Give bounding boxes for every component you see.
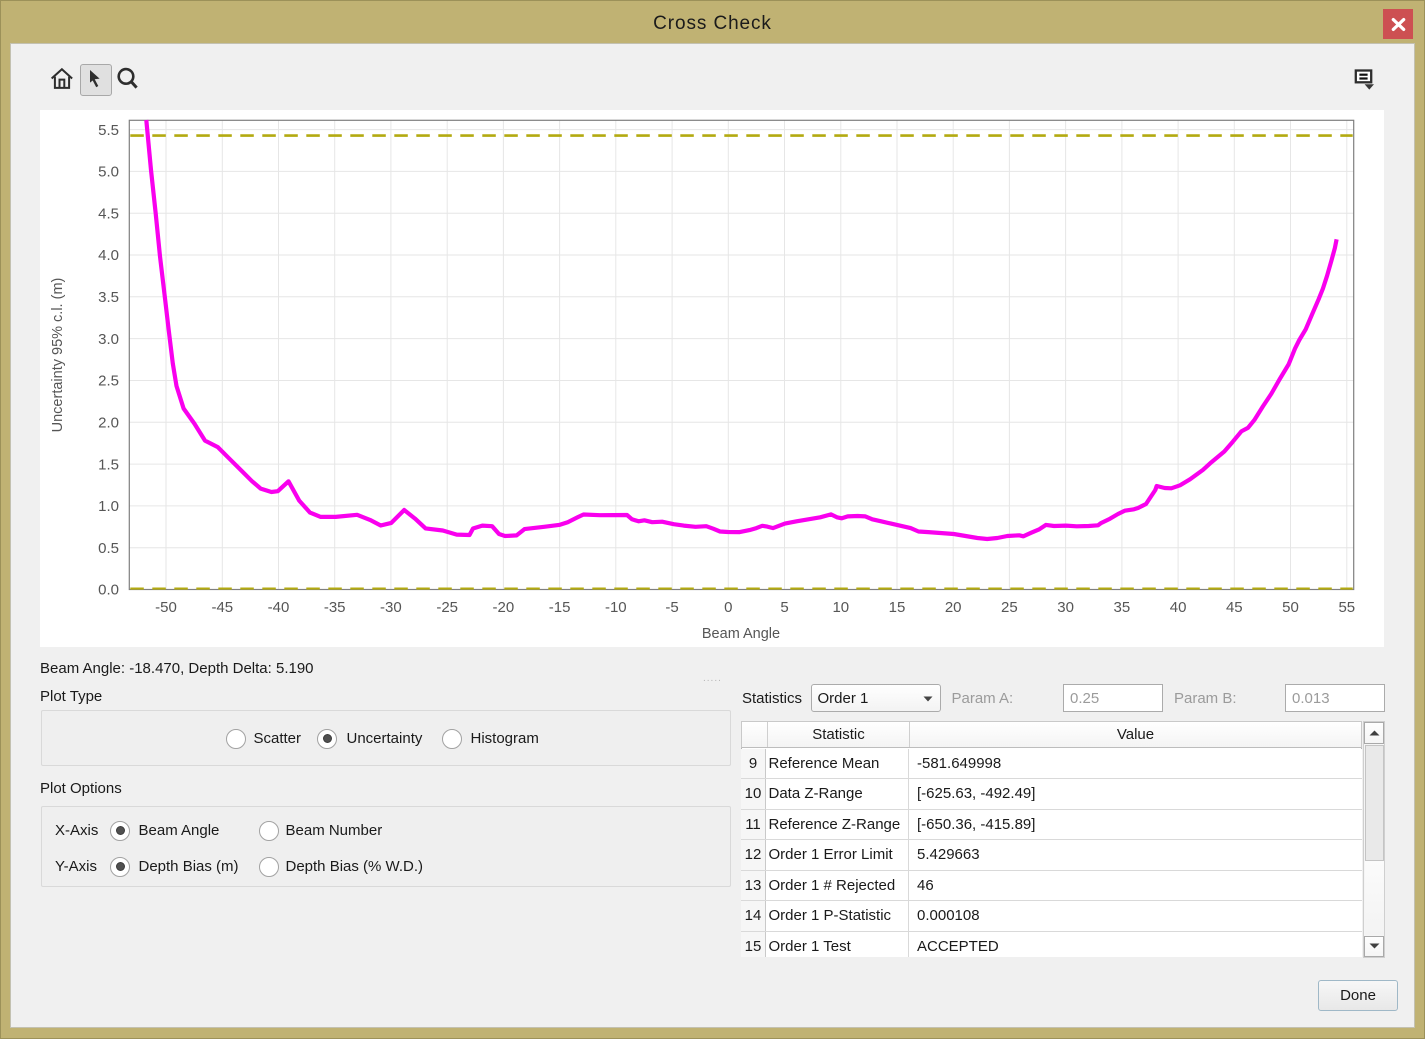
svg-text:15: 15 bbox=[889, 599, 906, 616]
svg-text:Uncertainty 95% c.l. (m): Uncertainty 95% c.l. (m) bbox=[50, 278, 66, 433]
svg-text:-5: -5 bbox=[665, 599, 678, 616]
svg-text:-30: -30 bbox=[380, 599, 402, 616]
svg-text:1.5: 1.5 bbox=[98, 456, 119, 473]
svg-text:50: 50 bbox=[1282, 599, 1299, 616]
svg-text:55: 55 bbox=[1338, 599, 1355, 616]
svg-text:0.0: 0.0 bbox=[98, 582, 119, 599]
svg-text:-10: -10 bbox=[605, 599, 627, 616]
svg-text:-35: -35 bbox=[324, 599, 346, 616]
svg-text:4.5: 4.5 bbox=[98, 205, 119, 222]
svg-text:30: 30 bbox=[1057, 599, 1074, 616]
svg-text:4.0: 4.0 bbox=[98, 247, 119, 264]
svg-text:2.5: 2.5 bbox=[98, 373, 119, 390]
svg-text:Beam Angle: Beam Angle bbox=[702, 626, 780, 642]
svg-text:1.0: 1.0 bbox=[98, 498, 119, 515]
svg-text:-50: -50 bbox=[155, 599, 177, 616]
svg-text:35: 35 bbox=[1114, 599, 1131, 616]
svg-text:5: 5 bbox=[780, 599, 788, 616]
svg-text:0: 0 bbox=[724, 599, 732, 616]
svg-text:10: 10 bbox=[832, 599, 849, 616]
svg-text:40: 40 bbox=[1170, 599, 1187, 616]
svg-text:-25: -25 bbox=[436, 599, 458, 616]
svg-text:20: 20 bbox=[945, 599, 962, 616]
svg-text:5.5: 5.5 bbox=[98, 122, 119, 139]
svg-text:-45: -45 bbox=[211, 599, 233, 616]
svg-text:2.0: 2.0 bbox=[98, 415, 119, 432]
svg-text:0.5: 0.5 bbox=[98, 540, 119, 557]
svg-text:3.5: 3.5 bbox=[98, 289, 119, 306]
svg-text:5.0: 5.0 bbox=[98, 164, 119, 181]
svg-text:25: 25 bbox=[1001, 599, 1018, 616]
svg-text:45: 45 bbox=[1226, 599, 1243, 616]
svg-text:-20: -20 bbox=[493, 599, 515, 616]
svg-text:3.0: 3.0 bbox=[98, 331, 119, 348]
svg-text:-15: -15 bbox=[549, 599, 571, 616]
svg-text:-40: -40 bbox=[268, 599, 290, 616]
